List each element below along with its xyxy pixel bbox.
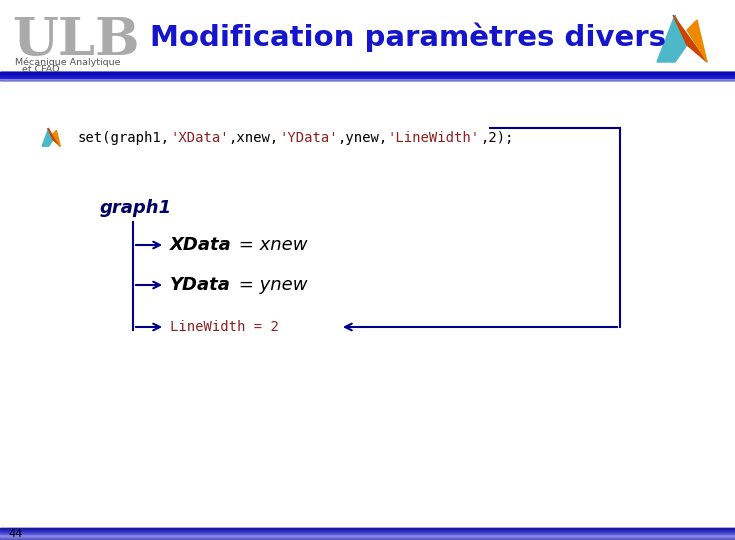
Polygon shape <box>42 128 53 146</box>
Text: et CFAO: et CFAO <box>22 65 60 75</box>
Text: ULB: ULB <box>12 15 140 65</box>
Text: ,xnew,: ,xnew, <box>229 131 279 145</box>
Text: XData: XData <box>170 236 232 254</box>
Text: = xnew: = xnew <box>233 236 307 254</box>
Text: ,ynew,: ,ynew, <box>337 131 388 145</box>
Text: 'LineWidth': 'LineWidth' <box>388 131 480 145</box>
Text: LineWidth = 2: LineWidth = 2 <box>170 320 279 334</box>
Text: Mécanique Analytique: Mécanique Analytique <box>15 57 121 67</box>
Polygon shape <box>53 130 60 146</box>
Text: 44: 44 <box>8 529 22 539</box>
Text: ,2);: ,2); <box>480 131 514 145</box>
Text: 'YData': 'YData' <box>279 131 337 145</box>
Text: YData: YData <box>170 276 231 294</box>
Polygon shape <box>48 128 60 146</box>
Text: set(graph1,: set(graph1, <box>78 131 170 145</box>
Polygon shape <box>673 15 707 62</box>
Text: graph1: graph1 <box>100 199 172 217</box>
Bar <box>0 0 735 75</box>
Text: Modification paramètres divers: Modification paramètres divers <box>150 22 666 52</box>
Text: = ynew: = ynew <box>233 276 307 294</box>
Polygon shape <box>657 15 687 62</box>
Polygon shape <box>687 20 707 62</box>
Text: 'XData': 'XData' <box>170 131 229 145</box>
